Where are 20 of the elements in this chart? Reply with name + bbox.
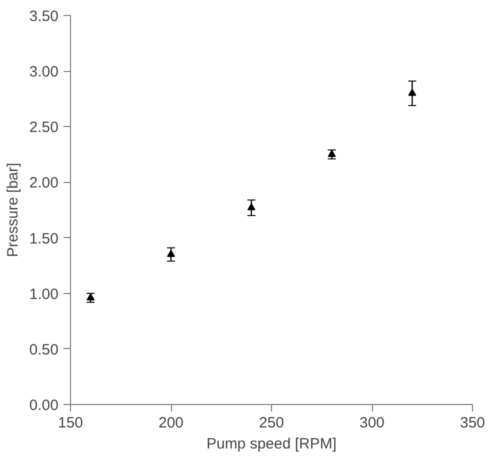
y-tick-label: 0.00 bbox=[29, 397, 59, 414]
y-tick-label: 3.00 bbox=[29, 64, 59, 81]
x-tick-label: 200 bbox=[158, 414, 184, 432]
y-tick-label: 3.50 bbox=[29, 8, 59, 25]
x-tick-label: 250 bbox=[258, 414, 284, 432]
y-tick-label: 1.50 bbox=[29, 230, 59, 248]
x-axis-title: Pump speed [RPM] bbox=[206, 436, 337, 452]
y-tick-label: 1.00 bbox=[29, 286, 59, 303]
y-tick-label: 0.50 bbox=[29, 341, 59, 358]
x-tick-label: 150 bbox=[58, 414, 84, 432]
x-tick-label: 350 bbox=[460, 414, 486, 432]
point bbox=[167, 250, 175, 257]
y-tick-label: 2.50 bbox=[29, 119, 59, 136]
point bbox=[328, 150, 336, 157]
point bbox=[86, 293, 95, 300]
y-axis-title: Pressure [bar] bbox=[4, 162, 22, 258]
x-tick-label: 300 bbox=[359, 414, 385, 432]
point bbox=[247, 203, 256, 210]
point bbox=[408, 88, 416, 96]
y-tick-label: 2.00 bbox=[29, 174, 59, 192]
